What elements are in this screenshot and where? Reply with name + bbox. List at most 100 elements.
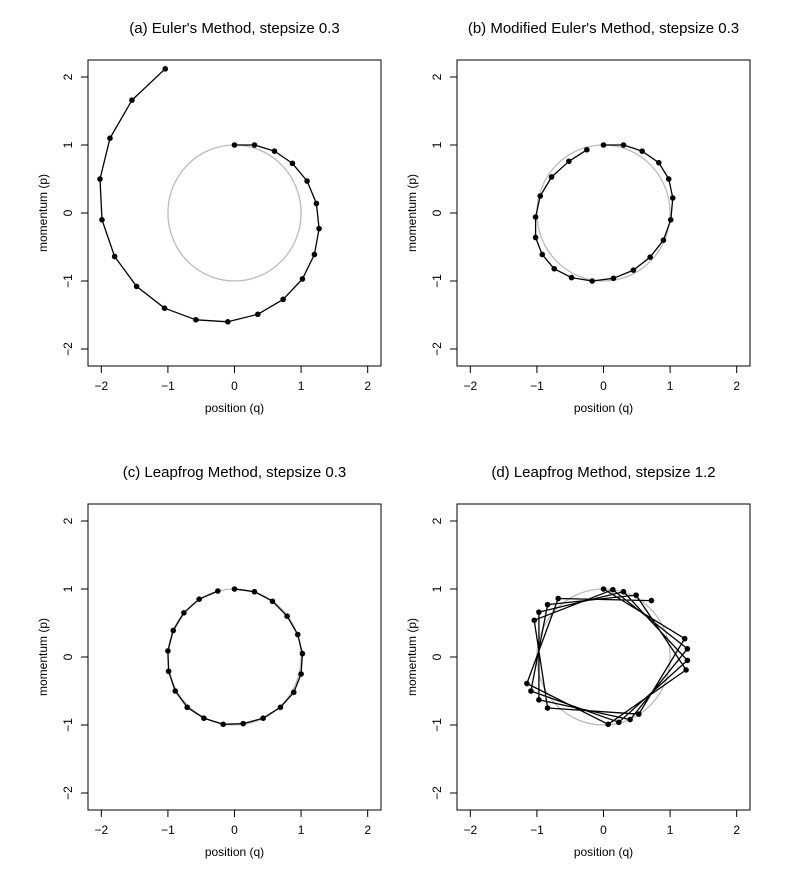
x-tick-label: 2 <box>733 823 740 837</box>
trajectory-point <box>251 588 258 595</box>
trajectory-point <box>201 715 207 721</box>
trajectory-point <box>620 142 627 148</box>
trajectory-point <box>231 586 238 592</box>
trajectory-point <box>605 721 611 728</box>
plot-frame <box>456 59 751 367</box>
x-tick-label: 1 <box>667 823 674 837</box>
y-tick-label: 2 <box>61 73 75 80</box>
x-tick-label: −1 <box>161 823 175 837</box>
chart-title: (b) Modified Euler's Method, stepsize 0.… <box>468 20 739 37</box>
trajectory-point <box>251 142 258 148</box>
trajectory-point <box>290 689 297 696</box>
trajectory-point <box>610 586 616 593</box>
panel-d: (d) Leapfrog Method, stepsize 1.2 −2 −1 0 1 2… <box>405 464 751 859</box>
x-tick-label: −2 <box>94 823 108 837</box>
y-axis-label: momentum (p) <box>405 618 419 696</box>
trajectory-point <box>532 214 539 220</box>
y-tick-label: −1 <box>61 274 75 288</box>
trajectory-point <box>133 283 140 290</box>
trajectory-point <box>240 720 246 727</box>
x-tick-label: 1 <box>298 379 305 393</box>
x-tick-label: −1 <box>530 823 544 837</box>
reference-circle <box>536 588 671 726</box>
trajectory-point <box>181 610 187 616</box>
y-tick-label: −2 <box>61 342 75 356</box>
trajectory-point <box>536 697 542 703</box>
trajectory-point <box>313 200 320 207</box>
trajectory-point <box>528 688 534 694</box>
trajectory-point <box>311 251 318 258</box>
reference-circle <box>167 144 302 282</box>
y-tick-label: 2 <box>61 517 75 524</box>
x-axis-label: position (q) <box>205 845 264 859</box>
y-tick-label: 0 <box>430 653 444 660</box>
trajectory-point <box>99 217 105 223</box>
x-axis-label: position (q) <box>205 401 264 415</box>
y-tick-label: 1 <box>61 585 75 592</box>
trajectory-point <box>566 158 572 165</box>
trajectory-point <box>648 597 655 604</box>
x-tick-label: 0 <box>600 823 607 837</box>
trajectory-point <box>298 671 304 677</box>
x-tick-label: −1 <box>530 379 544 393</box>
y-tick-label: −1 <box>430 274 444 288</box>
y-tick-label: −1 <box>61 718 75 732</box>
trajectory-point <box>304 178 310 184</box>
trajectory-point <box>665 176 672 182</box>
x-axis-label: position (q) <box>574 401 633 415</box>
trajectory-point <box>589 278 595 284</box>
trajectory-point <box>284 613 290 619</box>
y-axis-label: momentum (p) <box>405 174 419 252</box>
trajectory-point <box>539 251 546 258</box>
trajectory-point <box>524 680 530 687</box>
panel-b: (b) Modified Euler's Method, stepsize 0.… <box>405 20 751 415</box>
trajectory-point <box>193 316 199 323</box>
trajectory-point <box>225 319 231 325</box>
y-tick-label: 0 <box>61 653 75 660</box>
trajectory-point <box>161 305 168 312</box>
trajectory-point <box>129 97 135 103</box>
trajectory-point <box>568 274 575 281</box>
trajectory-point <box>555 595 562 602</box>
trajectory-point <box>255 311 261 318</box>
y-tick-label: 1 <box>430 585 444 592</box>
y-axis-label: momentum (p) <box>36 174 50 252</box>
reference-circle <box>536 144 671 282</box>
trajectory-point <box>639 148 645 154</box>
y-tick-label: −2 <box>430 786 444 800</box>
y-axis-label: momentum (p) <box>36 618 50 696</box>
trajectory-point <box>537 193 544 199</box>
trajectory-point <box>616 719 622 726</box>
y-tick-label: −2 <box>61 786 75 800</box>
trajectory-point <box>647 254 653 260</box>
x-tick-label: 1 <box>667 379 674 393</box>
trajectory-point <box>660 237 667 243</box>
panel-a: (a) Euler's Method, stepsize 0.3 −2 −1 0 1 2 −… <box>36 20 382 415</box>
x-tick-label: 0 <box>231 379 238 393</box>
trajectory-point <box>299 650 306 657</box>
x-tick-label: −2 <box>463 823 477 837</box>
trajectory-point <box>684 657 691 664</box>
chart-title: (a) Euler's Method, stepsize 0.3 <box>129 20 339 37</box>
x-tick-label: 2 <box>733 379 740 393</box>
trajectory-point <box>294 631 301 638</box>
y-tick-label: 1 <box>430 141 444 148</box>
y-tick-label: 1 <box>61 141 75 148</box>
trajectory-line <box>99 68 320 323</box>
x-axis-label: position (q) <box>574 845 633 859</box>
trajectory-point <box>683 667 689 673</box>
trajectory-point <box>667 217 674 223</box>
trajectory-point <box>620 588 627 595</box>
trajectory-line <box>526 588 689 725</box>
panel-c: (c) Leapfrog Method, stepsize 0.3 −2 −1 0 1 2… <box>36 464 382 859</box>
trajectory-point <box>111 253 118 260</box>
trajectory-point <box>170 627 177 634</box>
trajectory-point <box>600 586 607 592</box>
trajectory-point <box>280 296 286 303</box>
trajectory-point <box>681 635 688 642</box>
trajectory-point <box>184 704 191 711</box>
trajectory-point <box>220 721 226 728</box>
trajectory-point <box>551 265 558 272</box>
y-tick-label: 0 <box>61 209 75 216</box>
trajectory-point <box>215 588 221 594</box>
